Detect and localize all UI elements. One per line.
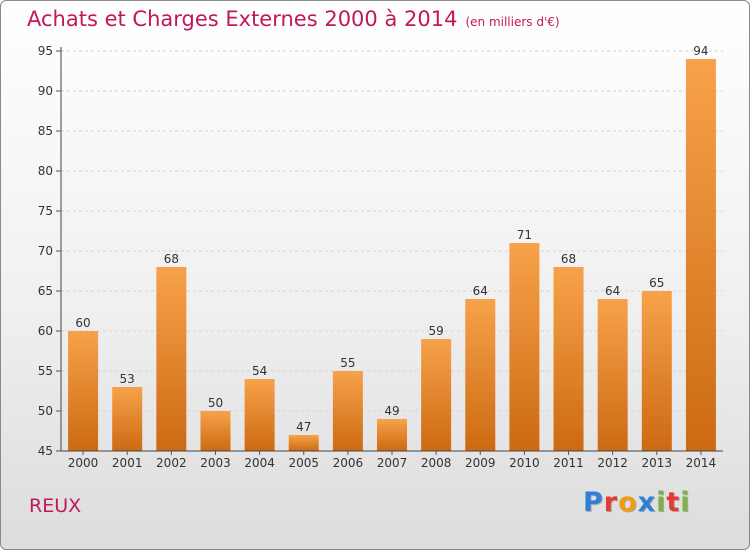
bar (597, 299, 628, 451)
x-tick-label: 2001 (112, 456, 143, 470)
data-label: 49 (384, 404, 399, 418)
data-label: 68 (164, 252, 179, 266)
x-tick-label: 2012 (597, 456, 628, 470)
data-label: 68 (561, 252, 576, 266)
data-label: 94 (693, 44, 708, 58)
bar (68, 331, 99, 451)
data-label: 65 (649, 276, 664, 290)
data-label: 50 (208, 396, 223, 410)
x-tick-label: 2005 (288, 456, 319, 470)
y-tick-label: 95 (38, 44, 53, 58)
bar (288, 435, 319, 451)
x-tick-label: 2006 (333, 456, 364, 470)
logo-letter: i (656, 487, 667, 518)
y-tick-label: 70 (38, 244, 53, 258)
proxiti-logo: Proxiti (583, 487, 691, 518)
bar (332, 371, 363, 451)
x-tick-label: 2008 (421, 456, 452, 470)
bar (156, 267, 187, 451)
y-tick-label: 90 (38, 84, 53, 98)
x-tick-label: 2000 (68, 456, 99, 470)
data-label: 54 (252, 364, 267, 378)
bar (509, 243, 540, 451)
bar (641, 291, 672, 451)
commune-name: REUX (29, 495, 82, 517)
x-tick-label: 2007 (377, 456, 408, 470)
data-label: 71 (517, 228, 532, 242)
x-tick-label: 2009 (465, 456, 496, 470)
chart-title: Achats et Charges Externes 2000 à 2014 (e… (27, 7, 560, 31)
y-tick-label: 80 (38, 164, 53, 178)
bar (200, 411, 231, 451)
y-tick-label: 45 (38, 444, 53, 458)
logo-letter: t (666, 487, 681, 518)
bar (112, 387, 143, 451)
logo-letter: o (618, 487, 638, 518)
x-tick-label: 2014 (686, 456, 717, 470)
x-tick-label: 2004 (244, 456, 275, 470)
data-label: 59 (428, 324, 443, 338)
bar (377, 419, 407, 451)
logo-letter: P (583, 487, 604, 518)
y-tick-label: 85 (38, 124, 53, 138)
y-tick-label: 60 (38, 324, 53, 338)
bar (465, 299, 496, 451)
logo-letter: i (680, 487, 691, 518)
x-tick-label: 2002 (156, 456, 187, 470)
x-tick-label: 2010 (509, 456, 540, 470)
chart-title-text: Achats et Charges Externes 2000 à 2014 (27, 7, 458, 31)
data-label: 47 (296, 420, 311, 434)
data-label: 53 (120, 372, 135, 386)
logo-letter: x (637, 487, 657, 518)
chart-unit: (en milliers d'€) (465, 15, 560, 29)
bar (685, 59, 716, 451)
data-label: 60 (75, 316, 90, 330)
data-label: 64 (605, 284, 620, 298)
bar (244, 379, 275, 451)
data-label: 64 (473, 284, 488, 298)
data-label: 55 (340, 356, 355, 370)
y-tick-label: 65 (38, 284, 53, 298)
y-tick-label: 50 (38, 404, 53, 418)
x-tick-label: 2003 (200, 456, 231, 470)
x-tick-label: 2013 (642, 456, 673, 470)
bar (553, 267, 584, 451)
y-tick-label: 55 (38, 364, 53, 378)
y-tick-label: 75 (38, 204, 53, 218)
logo-letter: r (603, 487, 619, 518)
x-tick-label: 2011 (553, 456, 584, 470)
bar (421, 339, 452, 451)
